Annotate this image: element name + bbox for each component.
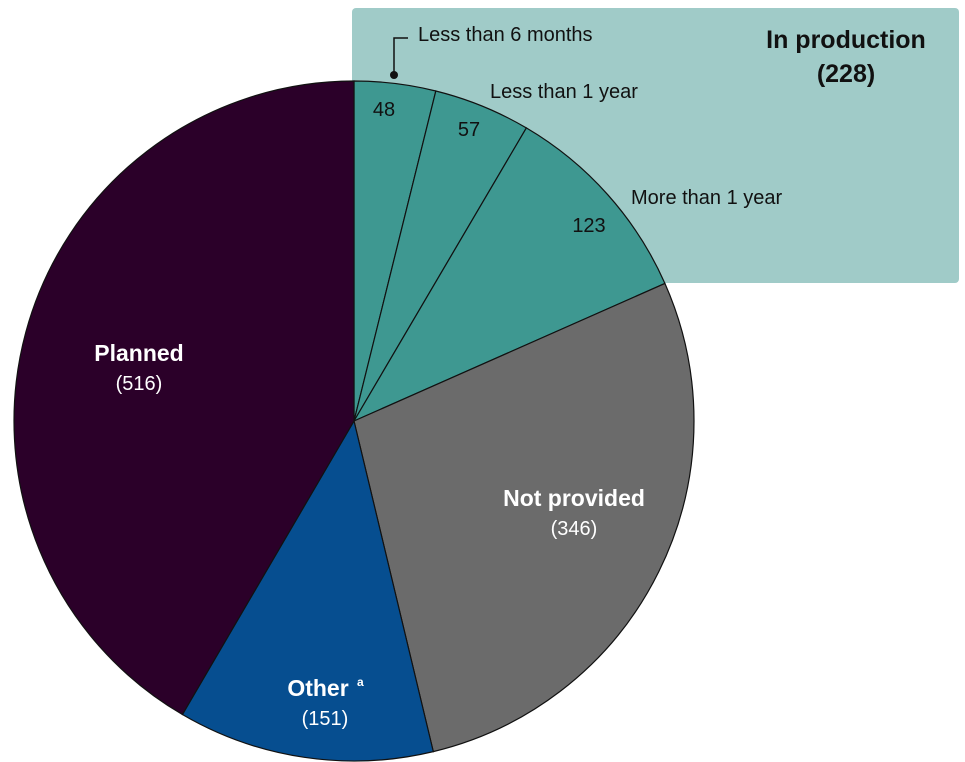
group-title: In production bbox=[766, 26, 926, 54]
label-less-than-1-year: Less than 1 year bbox=[490, 81, 638, 103]
slice-gt1y bbox=[352, 127, 666, 423]
label-more-than-1-year: More than 1 year bbox=[631, 187, 783, 209]
pie-slices bbox=[13, 80, 695, 762]
value-less-than-1-year: 57 bbox=[458, 119, 480, 141]
footnote-other: a bbox=[357, 675, 364, 689]
slice-not_provided bbox=[353, 282, 695, 753]
label-other: Other bbox=[287, 675, 348, 701]
value-planned: (516) bbox=[116, 373, 163, 395]
value-less-than-6-months: 48 bbox=[373, 99, 395, 121]
slice-other bbox=[181, 419, 435, 762]
leader-line-less-than-6-months bbox=[393, 37, 408, 74]
slice-planned bbox=[13, 80, 355, 716]
label-not-provided: Not provided bbox=[503, 485, 645, 511]
label-planned: Planned bbox=[94, 340, 183, 366]
value-other: (151) bbox=[302, 708, 349, 730]
group-total: (228) bbox=[817, 60, 875, 88]
label-less-than-6-months: Less than 6 months bbox=[418, 24, 593, 46]
value-more-than-1-year: 123 bbox=[572, 215, 605, 237]
leader-dot-less-than-6-months bbox=[390, 71, 398, 79]
value-not-provided: (346) bbox=[551, 518, 598, 540]
